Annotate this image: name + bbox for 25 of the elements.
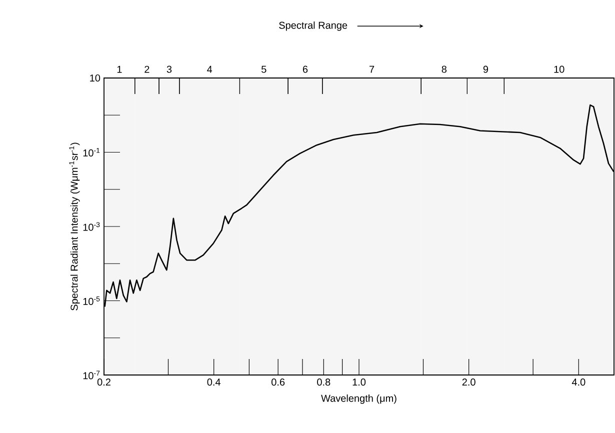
y-tick-label: 10 (90, 74, 100, 82)
x-tick-label: 4.0 (572, 378, 586, 386)
x-tick-label: 0.6 (272, 378, 285, 386)
y-axis-title: Spectral Radiant Intensity (Wμm$^{-1}$sr$^{-1}$) (69, 142, 80, 310)
x-axis-title: Wavelength (μm) (321, 394, 396, 404)
band-label: 4 (207, 66, 212, 73)
x-tick-label: 2.0 (462, 378, 476, 386)
x-tick-label: 0.4 (207, 378, 220, 386)
band-label: 6 (302, 66, 308, 73)
band-label: 8 (442, 66, 447, 73)
band-label: 1 (117, 66, 122, 73)
x-tick-label: 0.2 (97, 378, 110, 386)
band-label: 3 (166, 66, 172, 73)
y-tick-label: 10$^{-5}$ (83, 296, 100, 306)
x-tick-label: 1.0 (352, 378, 366, 386)
y-tick-label: 10$^{-1}$ (83, 148, 100, 157)
band-label: 5 (262, 66, 266, 73)
band-label: 7 (370, 66, 374, 73)
band-label: 2 (144, 66, 150, 73)
y-tick-label: 10$^{-3}$ (83, 222, 100, 231)
band-label: 9 (483, 66, 488, 73)
y-tick-label: 10$^{-7}$ (83, 370, 100, 380)
text: Spectral Range (279, 21, 348, 31)
x-tick-label: 0.8 (317, 378, 330, 386)
band-label: 10 (554, 66, 564, 73)
